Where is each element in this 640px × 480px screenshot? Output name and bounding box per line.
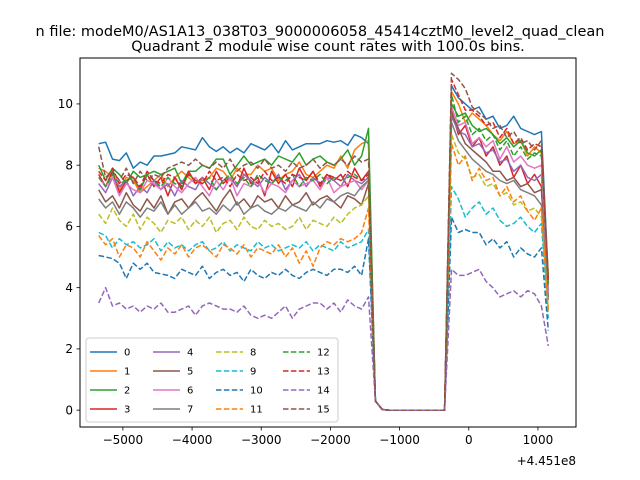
series-line-5 <box>98 112 550 411</box>
legend-box <box>85 337 339 423</box>
series-line-13 <box>98 78 550 411</box>
legend-label-4: 4 <box>187 348 193 359</box>
legend-label-7: 7 <box>187 405 193 416</box>
series-layer <box>97 72 550 411</box>
legend-label-3: 3 <box>124 405 130 416</box>
series-line-11 <box>98 142 550 411</box>
axes-frame <box>79 57 577 428</box>
y-tick-label: 8 <box>65 158 73 172</box>
series-line-7 <box>98 121 550 411</box>
chart-title: Quadrant 2 module wise count rates with … <box>131 39 525 55</box>
legend-label-9: 9 <box>250 367 256 378</box>
x-axis: −5000 −4000 −3000 −2000 −1000 0 1000 <box>103 427 554 447</box>
legend-label-12: 12 <box>317 348 330 359</box>
series-line-9 <box>98 185 550 411</box>
x-axis-offset-label: +4.451e8 <box>517 454 576 468</box>
series-line-6 <box>98 106 550 411</box>
series-line-14 <box>98 268 550 411</box>
legend-label-5: 5 <box>187 367 193 378</box>
legend-label-6: 6 <box>187 386 193 397</box>
x-tick-label: −4000 <box>172 433 213 447</box>
x-tick-label: −2000 <box>310 433 351 447</box>
series-line-8 <box>98 133 550 411</box>
y-tick-label: 6 <box>65 220 73 234</box>
x-tick-label: 1000 <box>523 433 554 447</box>
x-tick-label: −5000 <box>103 433 144 447</box>
legend-label-15: 15 <box>317 405 330 416</box>
y-tick-label: 10 <box>58 97 73 111</box>
legend-label-14: 14 <box>317 386 330 397</box>
series-line-10 <box>98 216 550 411</box>
legend-label-8: 8 <box>250 348 256 359</box>
y-tick-label: 2 <box>65 342 73 356</box>
x-tick-label: 0 <box>465 433 473 447</box>
series-line-0 <box>98 84 550 411</box>
legend-label-1: 1 <box>124 367 130 378</box>
series-line-2 <box>98 103 550 411</box>
legend-label-2: 2 <box>124 386 130 397</box>
legend-label-13: 13 <box>317 367 330 378</box>
series-line-4 <box>98 115 550 411</box>
y-axis: 0 2 4 6 8 10 <box>58 97 80 417</box>
legend-label-10: 10 <box>250 386 263 397</box>
legend-label-0: 0 <box>124 348 130 359</box>
x-tick-label: −1000 <box>379 433 420 447</box>
x-tick-label: −3000 <box>241 433 282 447</box>
legend-label-11: 11 <box>250 405 263 416</box>
figure-suptitle: n file: modeM0/AS1A13_038T03_9000006058_… <box>36 24 605 40</box>
y-tick-label: 0 <box>65 403 73 417</box>
y-tick-label: 4 <box>65 281 73 295</box>
series-line-15 <box>97 72 550 411</box>
